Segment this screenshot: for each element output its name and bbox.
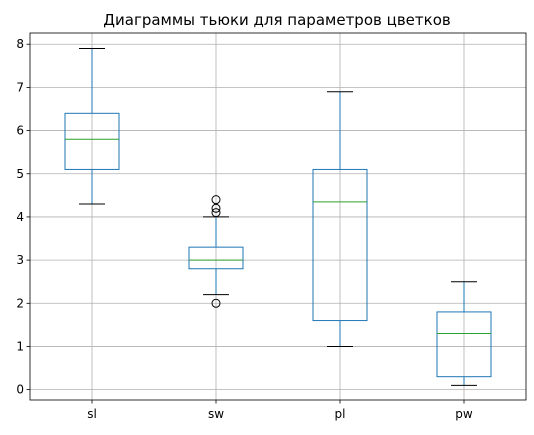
iqr-box xyxy=(436,311,492,378)
iqr-box xyxy=(64,112,120,170)
x-tick-label: pw xyxy=(455,407,473,421)
y-tick-label: 1 xyxy=(16,339,24,353)
y-tick-label: 5 xyxy=(16,167,24,181)
iqr-box xyxy=(188,246,244,270)
axes-layer: 0 1 2 3 4 5 6 7 8 sl sw pl pw xyxy=(16,32,527,421)
outlier-point xyxy=(211,208,221,218)
x-tick-label: sl xyxy=(87,407,97,421)
y-tick-label: 6 xyxy=(16,124,24,138)
outlier-point xyxy=(211,203,221,213)
plot-frame xyxy=(29,32,527,401)
outlier-point xyxy=(211,195,221,205)
box-pl xyxy=(312,91,368,347)
x-tick-label: pl xyxy=(335,407,346,421)
grid-layer xyxy=(30,33,526,400)
boxes-layer xyxy=(64,48,492,386)
y-tick-label: 3 xyxy=(16,253,24,267)
iqr-box xyxy=(312,168,368,322)
y-tick-label: 7 xyxy=(16,80,24,94)
box-sl xyxy=(64,48,120,205)
chart-title: Диаграммы тьюки для параметров цветков xyxy=(103,11,450,29)
y-tick-label: 8 xyxy=(16,37,24,51)
outlier-point xyxy=(211,298,221,308)
y-tick-label: 2 xyxy=(16,296,24,310)
y-tick-label: 4 xyxy=(16,210,24,224)
box-sw xyxy=(188,195,244,308)
box-pw xyxy=(436,281,492,386)
y-tick-label: 0 xyxy=(16,383,24,397)
x-tick-label: sw xyxy=(208,407,224,421)
